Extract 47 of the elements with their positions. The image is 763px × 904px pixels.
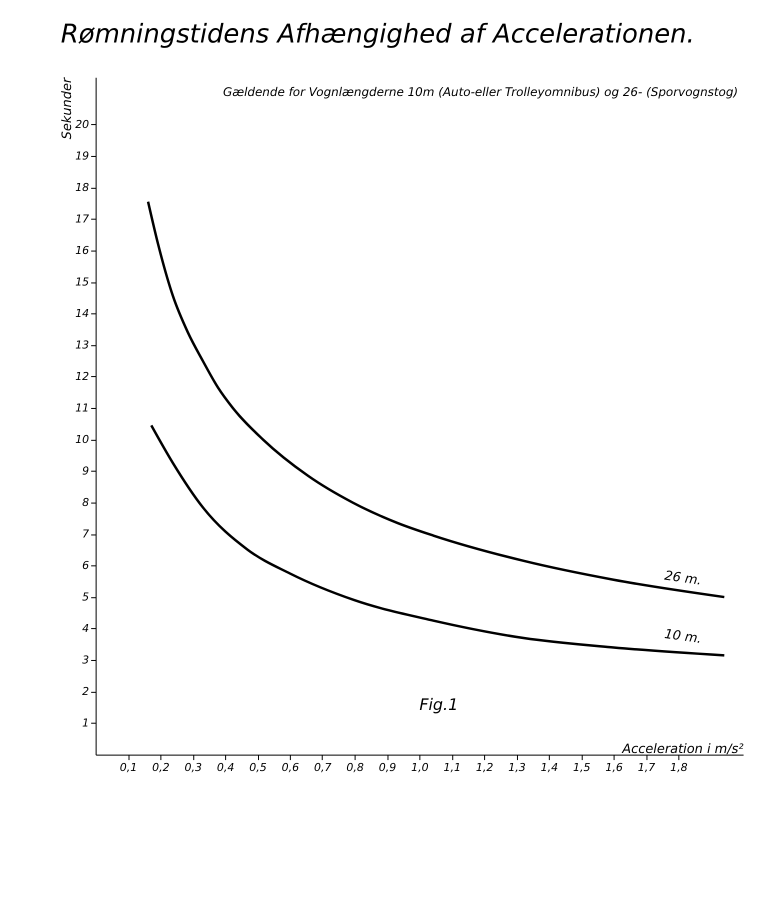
chart-title: Rømningstidens Afhængighed af Accelerationen.: [60, 19, 695, 50]
x-tick-label: 1,7: [638, 761, 656, 774]
x-tick-label: 0,1: [120, 761, 138, 774]
y-tick-label: 1: [82, 716, 90, 730]
y-tick-label: 12: [75, 370, 90, 384]
text: 10 m.: [663, 626, 702, 647]
x-tick-label: 1,1: [444, 761, 461, 774]
y-tick-label: 17: [75, 212, 90, 226]
x-tick-label: 1,4: [540, 761, 558, 774]
y-tick-label: 3: [82, 654, 90, 667]
x-tick-label: 1,3: [508, 761, 526, 774]
y-tick-label: 10: [75, 433, 90, 446]
x-tick-label: 0,8: [346, 761, 364, 774]
y-tick-label: 6: [82, 559, 90, 572]
x-tick-label: 0,9: [378, 761, 396, 774]
y-axis-title: Sekunder: [60, 77, 76, 140]
x-tick-label: 0,7: [314, 761, 332, 774]
y-tick-label: 9: [82, 464, 90, 478]
annotation: Fig.1: [419, 694, 458, 714]
y-tick-label: 19: [75, 150, 90, 163]
text: 26 m.: [663, 568, 702, 589]
x-tick-label: 0,5: [249, 761, 267, 774]
y-tick-label: 15: [75, 276, 90, 289]
y-tick-label: 7: [82, 528, 90, 541]
x-tick-label: 0,2: [152, 761, 170, 774]
x-tick-label: 1,2: [476, 761, 494, 774]
line-series: [150, 424, 726, 657]
y-tick-label: 16: [75, 244, 90, 258]
x-axis-title: Acceleration i m/s²: [621, 742, 744, 758]
x-tick-label: 1,0: [411, 761, 429, 774]
x-tick-label: 1,8: [670, 761, 688, 774]
x-tick-label: 0,6: [282, 761, 300, 774]
y-tick-label: 5: [82, 590, 90, 604]
y-tick-label: 14: [75, 307, 90, 320]
x-tick-label: 0,4: [216, 761, 234, 774]
x-tick-label: 0,3: [184, 761, 202, 774]
y-tick-label: 4: [82, 622, 90, 636]
y-tick-label: 20: [75, 118, 90, 131]
y-tick-label: 8: [82, 496, 90, 510]
y-tick-label: 18: [75, 181, 90, 194]
y-tick-label: 13: [75, 338, 90, 352]
x-tick-label: 1,5: [573, 761, 590, 774]
text: Gældende for Vognlængderne 10m (Auto-eller Trolleyomnibus) og 26- (Sporvognstog): [222, 85, 738, 100]
line-series: [146, 200, 726, 598]
y-tick-label: 11: [75, 402, 90, 415]
x-tick-label: 1,6: [605, 761, 623, 774]
y-tick-label: 2: [82, 685, 90, 698]
